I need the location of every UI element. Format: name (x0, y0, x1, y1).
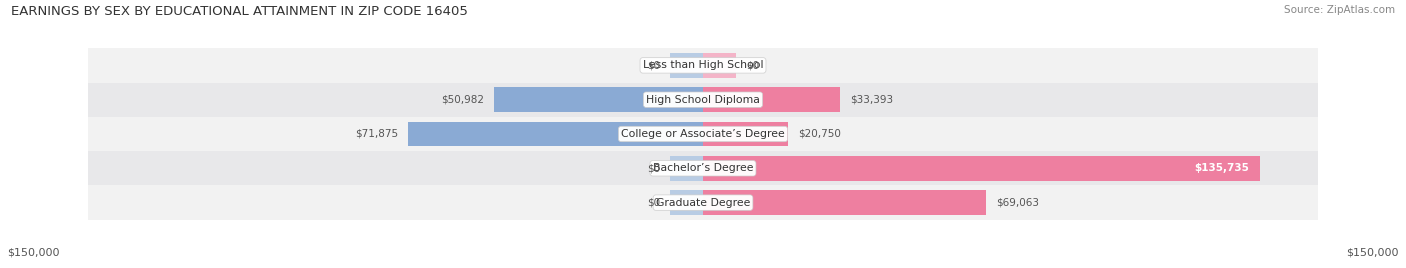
Bar (671, 190, 703, 215)
Text: Less than High School: Less than High School (643, 60, 763, 70)
Text: High School Diploma: High School Diploma (647, 95, 759, 105)
Bar (87, 117, 1319, 151)
Bar (87, 48, 1319, 83)
Text: $0: $0 (647, 60, 659, 70)
Text: $150,000: $150,000 (7, 247, 59, 257)
Text: College or Associate’s Degree: College or Associate’s Degree (621, 129, 785, 139)
Bar (703, 87, 839, 112)
Text: $135,735: $135,735 (1195, 163, 1250, 173)
Text: Source: ZipAtlas.com: Source: ZipAtlas.com (1284, 5, 1395, 15)
Text: Bachelor’s Degree: Bachelor’s Degree (652, 163, 754, 173)
Text: $20,750: $20,750 (799, 129, 841, 139)
Bar (87, 185, 1319, 220)
Bar (408, 122, 703, 146)
Text: $150,000: $150,000 (1347, 247, 1399, 257)
Text: $0: $0 (647, 163, 659, 173)
Text: $50,982: $50,982 (440, 95, 484, 105)
Text: $0: $0 (747, 60, 759, 70)
Bar (703, 190, 986, 215)
Text: $71,875: $71,875 (354, 129, 398, 139)
Text: Graduate Degree: Graduate Degree (655, 198, 751, 208)
Bar (494, 87, 703, 112)
Text: $33,393: $33,393 (851, 95, 893, 105)
Bar (703, 156, 1260, 181)
Text: $69,063: $69,063 (997, 198, 1039, 208)
Bar (671, 156, 703, 181)
Bar (703, 122, 789, 146)
Text: $0: $0 (647, 198, 659, 208)
Bar (87, 83, 1319, 117)
Bar (671, 53, 703, 78)
Bar (703, 53, 735, 78)
Text: EARNINGS BY SEX BY EDUCATIONAL ATTAINMENT IN ZIP CODE 16405: EARNINGS BY SEX BY EDUCATIONAL ATTAINMEN… (11, 5, 468, 18)
Bar (87, 151, 1319, 185)
